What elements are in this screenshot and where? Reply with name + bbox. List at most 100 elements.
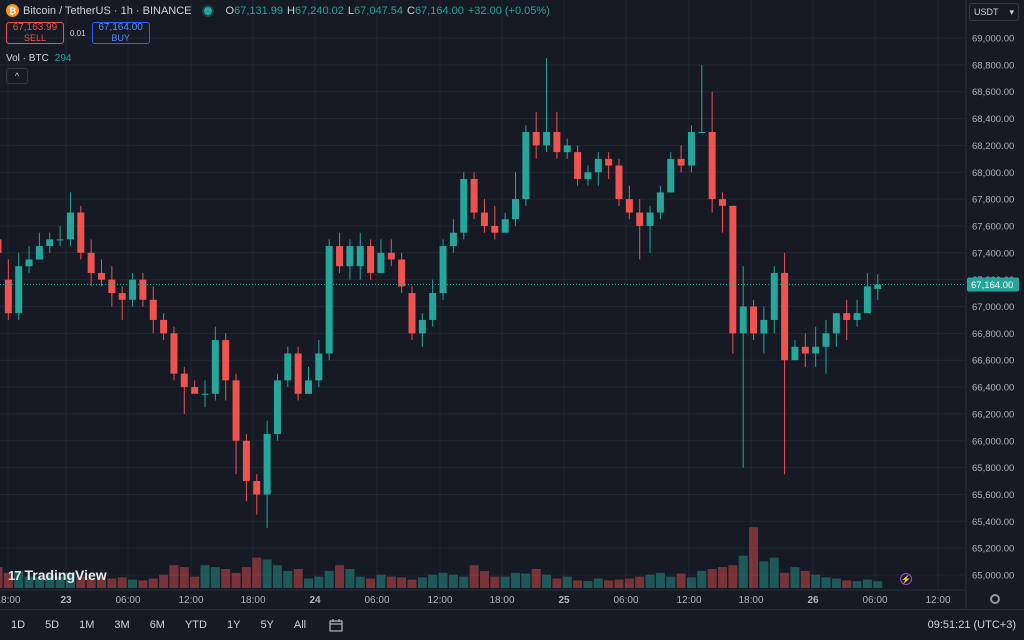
price-chart[interactable]: 69,000.00 68,800.00 68,600.00 68,400.00 68,2… [0, 0, 1024, 610]
close-label: C [406, 4, 415, 17]
candle-body [439, 246, 447, 294]
candle-body [460, 178, 468, 233]
gear-icon[interactable] [990, 594, 1000, 604]
volume-bar [686, 577, 696, 588]
candle-body [449, 232, 457, 247]
range-1d[interactable]: 1D [11, 619, 26, 631]
range-1m[interactable]: 1M [79, 619, 95, 631]
price-tick-label: 66,000.00 [972, 436, 1014, 447]
tv-mark-icon: 17 [8, 567, 22, 583]
candle-body [108, 279, 116, 294]
range-5y[interactable]: 5Y [260, 619, 274, 631]
candle-body [180, 373, 188, 388]
calendar-icon[interactable] [329, 618, 343, 632]
volume-bar [831, 578, 841, 588]
volume-bar [200, 565, 210, 588]
price-tick-label: 68,600.00 [972, 87, 1014, 98]
volume-bar [635, 576, 645, 588]
volume-bar [790, 567, 800, 588]
price-tick-label: 65,400.00 [972, 517, 1014, 528]
volume-bar [469, 565, 479, 588]
range-3m[interactable]: 3M [114, 619, 130, 631]
candle-body [687, 131, 695, 166]
price-tick-label: 68,200.00 [972, 141, 1014, 152]
symbol-legend[interactable]: ₿ Bitcoin / TetherUS · 1h · BINANCE O 67,… [6, 4, 554, 17]
volume-bar [34, 577, 44, 588]
time-tick-label: 18:00 [738, 595, 763, 606]
candle-body [480, 212, 488, 226]
candle-body [543, 131, 551, 146]
volume-bar [697, 570, 707, 588]
volume-bar [14, 570, 24, 588]
candle-body [222, 340, 230, 381]
low-label: L [347, 4, 355, 17]
candle-body [294, 353, 302, 394]
volume-bar [97, 576, 106, 588]
volume-bar [800, 570, 810, 588]
currency-selector[interactable]: USDT ▾ [969, 3, 1019, 21]
price-tick-label: 65,600.00 [972, 490, 1014, 501]
symbol-title[interactable]: Bitcoin / TetherUS · 1h · BINANCE [23, 4, 192, 17]
volume-bar [117, 577, 127, 588]
clock-timezone[interactable]: 09:51:21 (UTC+3) [927, 619, 1016, 631]
candle-body [708, 131, 716, 200]
volume-bar [355, 576, 365, 588]
volume-bar [0, 567, 3, 588]
sell-button[interactable]: 67,163.99 SELL [6, 22, 64, 44]
volume-bar [490, 576, 500, 588]
buy-button[interactable]: 67,164.00 BUY [91, 22, 150, 44]
candle-body [315, 353, 323, 381]
candle-body [770, 272, 778, 320]
candle-body [346, 246, 354, 267]
candle-body [719, 199, 726, 206]
range-5d[interactable]: 5D [45, 619, 60, 631]
range-all[interactable]: All [293, 619, 307, 631]
volume-bar [128, 579, 138, 588]
volume-bar [262, 559, 272, 588]
chevron-down-icon: ▾ [1009, 6, 1014, 17]
volume-bar [283, 570, 293, 588]
candle-body [149, 299, 157, 320]
collapse-legend-button[interactable]: ^ [6, 68, 28, 84]
candle-body [553, 131, 561, 153]
candle-body [791, 346, 799, 361]
candle-body [325, 246, 333, 354]
volume-bar [86, 578, 96, 588]
volume-legend[interactable]: Vol · BTC 294 [6, 53, 71, 64]
price-tick-label: 67,600.00 [972, 221, 1014, 232]
open-label: O [225, 4, 235, 17]
volume-bar [231, 572, 241, 588]
volume-bar [293, 569, 303, 588]
candle-body [201, 393, 209, 395]
last-price-label: 67,164.00 [971, 280, 1013, 291]
volume-bar [438, 572, 448, 588]
volume-bar [345, 569, 355, 588]
range-ytd[interactable]: YTD [184, 619, 207, 631]
candle-body [491, 225, 499, 233]
candle-body [874, 284, 882, 289]
high-value: 67,240.02 [294, 4, 344, 17]
volume-bar [3, 572, 13, 588]
sell-price: 67,163.99 [12, 22, 58, 33]
open-value: 67,131.99 [234, 4, 284, 17]
lightning-icon[interactable]: ⚡ [900, 573, 912, 585]
volume-bar [252, 557, 262, 588]
volume-bar [862, 579, 872, 588]
volume-bar [531, 569, 541, 588]
time-tick-label: 25 [558, 595, 570, 606]
volume-bar [45, 574, 55, 588]
tradingview-logo[interactable]: 17 TradingView [8, 567, 107, 583]
range-6m[interactable]: 6M [149, 619, 165, 631]
candle-body [501, 219, 509, 233]
candle-body [46, 239, 54, 247]
spread-value: 0.01 [70, 28, 86, 38]
time-tick-label: 18:00 [0, 595, 21, 606]
market-status-icon[interactable] [203, 6, 212, 15]
chevron-up-icon: ^ [14, 71, 20, 81]
volume-bar [459, 576, 469, 588]
volume-bar [552, 578, 562, 588]
range-1y[interactable]: 1Y [226, 619, 241, 631]
candle-body [139, 279, 147, 300]
volume-bar [707, 569, 717, 588]
volume-bar [676, 573, 686, 588]
